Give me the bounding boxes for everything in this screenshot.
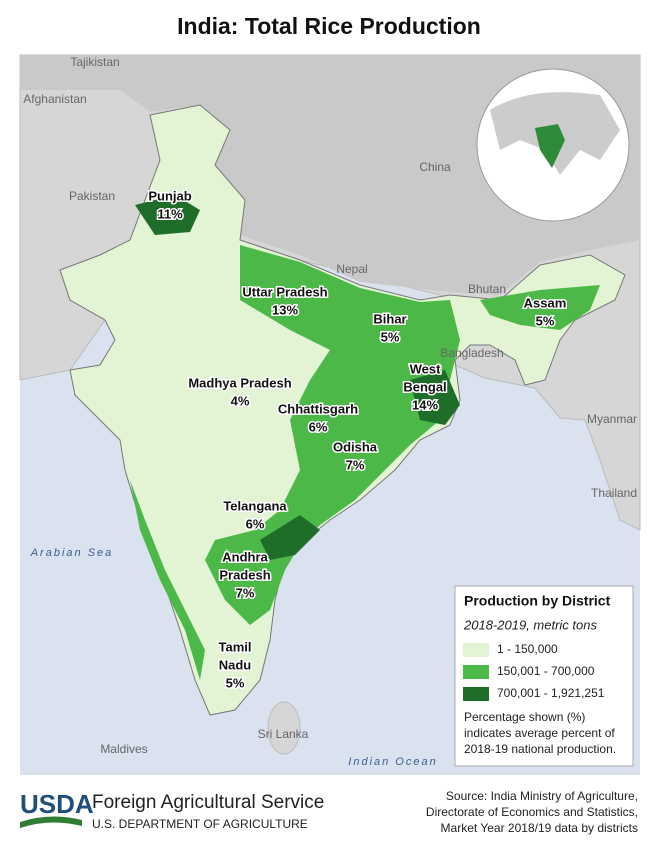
- legend-label: 150,001 - 700,000: [497, 664, 595, 678]
- sea-label: Indian Ocean: [348, 756, 437, 768]
- state-label: Bihar: [373, 311, 406, 326]
- department: U.S. DEPARTMENT OF AGRICULTURE: [92, 817, 308, 831]
- state-label: Pradesh: [219, 567, 270, 582]
- country-label: Myanmar: [587, 412, 637, 426]
- delta-dark: [260, 515, 320, 560]
- state-label: 6%: [309, 419, 328, 434]
- country-label: Pakistan: [69, 189, 115, 203]
- legend-note: 2018-19 national production.: [464, 742, 616, 756]
- state-label: 7%: [236, 585, 255, 600]
- state-label: West: [410, 361, 441, 376]
- source: Directorate of Economics and Statistics,: [426, 805, 638, 819]
- legend-label: 700,001 - 1,921,251: [497, 686, 605, 700]
- state-label: 5%: [226, 675, 245, 690]
- source: Source: India Ministry of Agriculture,: [446, 789, 638, 803]
- country-label: Sri Lanka: [258, 727, 309, 741]
- inset-globe: [476, 68, 630, 222]
- legend-swatch: [463, 665, 489, 679]
- country-label: Bangladesh: [440, 346, 503, 360]
- title: India: Total Rice Production: [177, 13, 481, 39]
- state-label: 13%: [272, 302, 298, 317]
- legend-swatch: [463, 687, 489, 701]
- state-label: 14%: [412, 397, 438, 412]
- west-coast: [130, 480, 205, 680]
- state-label: Assam: [524, 295, 567, 310]
- state-label: Uttar Pradesh: [242, 284, 327, 299]
- agency: Foreign Agricultural Service: [92, 792, 324, 813]
- country-label: Bhutan: [468, 282, 506, 296]
- country-label: Nepal: [336, 262, 367, 276]
- state-label: 6%: [246, 516, 265, 531]
- legend-swatch: [463, 643, 489, 657]
- globe-india: [535, 124, 565, 168]
- state-label: Bengal: [403, 379, 446, 394]
- legend-title: Production by District: [464, 593, 611, 609]
- state-label: Andhra: [222, 549, 268, 564]
- legend-note: indicates average percent of: [464, 726, 615, 740]
- state-label: 11%: [157, 206, 183, 221]
- state-label: 4%: [231, 393, 250, 408]
- bengal-dark: [410, 370, 460, 425]
- state-label: Nadu: [219, 657, 252, 672]
- state-label: Punjab: [148, 188, 191, 203]
- punjab-dark: [135, 195, 200, 235]
- state-label: 5%: [381, 329, 400, 344]
- sri-lanka: [267, 701, 301, 755]
- state-label: Madhya Pradesh: [188, 375, 291, 390]
- source: Market Year 2018/19 data by districts: [441, 821, 638, 835]
- country-label: Tajikistan: [70, 55, 119, 69]
- state-label: Odisha: [333, 439, 378, 454]
- legend-note: Percentage shown (%): [464, 710, 585, 724]
- usda-swoosh: [20, 816, 82, 828]
- assam-rice: [480, 285, 600, 330]
- country-label: China: [419, 160, 451, 174]
- state-label: Chhattisgarh: [278, 401, 358, 416]
- state-label: 5%: [536, 313, 555, 328]
- state-label: 7%: [346, 457, 365, 472]
- sea-label: Arabian Sea: [30, 547, 114, 559]
- state-label: Tamil: [219, 639, 252, 654]
- legend-label: 1 - 150,000: [497, 642, 558, 656]
- legend-subtitle: 2018-2019, metric tons: [463, 617, 597, 632]
- country-label: Maldives: [100, 742, 147, 756]
- country-label: Thailand: [591, 486, 637, 500]
- usda-logo: USDA: [20, 789, 94, 819]
- state-label: Telangana: [223, 498, 287, 513]
- rice-belt: [205, 245, 460, 625]
- country-label: Afghanistan: [23, 92, 86, 106]
- map: [19, 54, 641, 775]
